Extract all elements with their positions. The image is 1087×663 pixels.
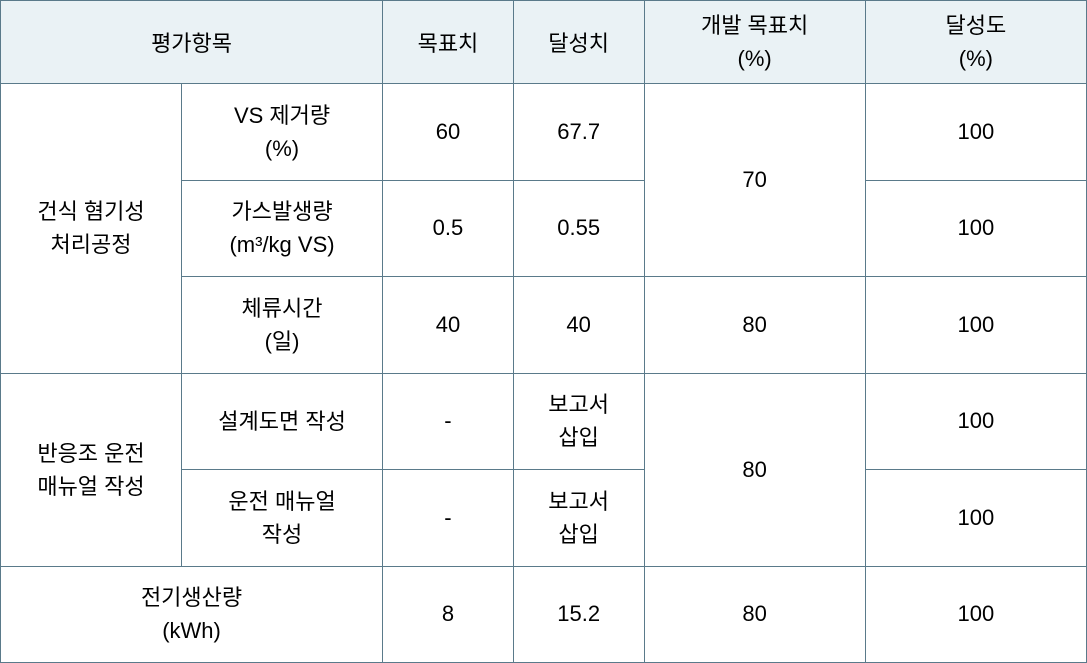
sub-label: 설계도면 작성 bbox=[181, 373, 382, 470]
header-achieved: 달성치 bbox=[513, 1, 644, 84]
achievement-cell: 100 bbox=[865, 373, 1086, 470]
sub-label: VS 제거량(%) bbox=[181, 84, 382, 181]
header-eval-item: 평가항목 bbox=[1, 1, 383, 84]
achievement-cell: 100 bbox=[865, 84, 1086, 181]
sub-label: 운전 매뉴얼작성 bbox=[181, 470, 382, 567]
achieved-cell: 40 bbox=[513, 277, 644, 374]
table-row: 반응조 운전매뉴얼 작성 설계도면 작성 - 보고서삽입 80 100 bbox=[1, 373, 1087, 470]
header-target: 목표치 bbox=[383, 1, 514, 84]
group-label: 반응조 운전매뉴얼 작성 bbox=[1, 373, 182, 566]
achievement-cell: 100 bbox=[865, 470, 1086, 567]
target-cell: 40 bbox=[383, 277, 514, 374]
target-cell: - bbox=[383, 470, 514, 567]
group-label: 전기생산량(kWh) bbox=[1, 566, 383, 663]
target-cell: 60 bbox=[383, 84, 514, 181]
achieved-cell: 15.2 bbox=[513, 566, 644, 663]
target-cell: 8 bbox=[383, 566, 514, 663]
achievement-cell: 100 bbox=[865, 566, 1086, 663]
dev-target-cell: 80 bbox=[644, 373, 865, 566]
achieved-cell: 보고서삽입 bbox=[513, 373, 644, 470]
achieved-cell: 67.7 bbox=[513, 84, 644, 181]
sub-label: 체류시간(일) bbox=[181, 277, 382, 374]
target-cell: - bbox=[383, 373, 514, 470]
achievement-cell: 100 bbox=[865, 277, 1086, 374]
dev-target-cell: 80 bbox=[644, 277, 865, 374]
header-achievement-rate: 달성도(%) bbox=[865, 1, 1086, 84]
evaluation-table: 평가항목 목표치 달성치 개발 목표치(%) 달성도(%) 건식 혐기성처리공정… bbox=[0, 0, 1087, 663]
sub-label: 가스발생량(m³/kg VS) bbox=[181, 180, 382, 277]
dev-target-cell: 80 bbox=[644, 566, 865, 663]
dev-target-cell: 70 bbox=[644, 84, 865, 277]
achieved-cell: 0.55 bbox=[513, 180, 644, 277]
achieved-cell: 보고서삽입 bbox=[513, 470, 644, 567]
group-label: 건식 혐기성처리공정 bbox=[1, 84, 182, 374]
table-row: 전기생산량(kWh) 8 15.2 80 100 bbox=[1, 566, 1087, 663]
header-row: 평가항목 목표치 달성치 개발 목표치(%) 달성도(%) bbox=[1, 1, 1087, 84]
achievement-cell: 100 bbox=[865, 180, 1086, 277]
table-row: 건식 혐기성처리공정 VS 제거량(%) 60 67.7 70 100 bbox=[1, 84, 1087, 181]
target-cell: 0.5 bbox=[383, 180, 514, 277]
header-dev-target: 개발 목표치(%) bbox=[644, 1, 865, 84]
